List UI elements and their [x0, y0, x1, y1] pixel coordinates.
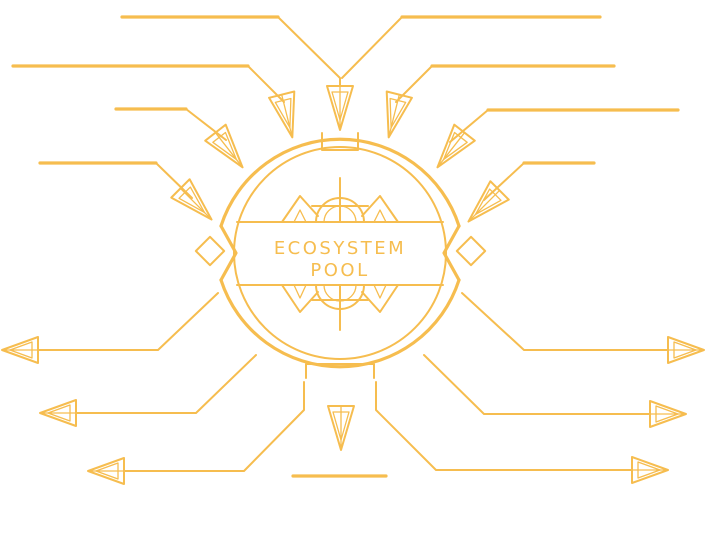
output-arrow-4	[667, 336, 705, 364]
label-underlines	[11, 15, 680, 478]
input-arrow-2	[268, 90, 296, 139]
out-connector-left-1	[37, 292, 219, 351]
title-line-2: POOL	[310, 260, 369, 281]
connector-upper-left	[247, 65, 285, 103]
left-notch	[219, 224, 238, 282]
input-arrow-6	[170, 178, 213, 221]
input-arrow-7	[467, 180, 510, 223]
left-diamond	[194, 235, 226, 267]
connector-top-center-right	[341, 16, 403, 79]
top-ornament	[281, 177, 399, 223]
out-connector-right-3	[375, 381, 633, 471]
outer-ring-top	[219, 137, 461, 228]
connector-mid-right	[449, 109, 489, 143]
right-diamond	[455, 235, 487, 267]
pool-circle: ECOSYSTEM POOL	[194, 132, 487, 379]
output-arrowheads	[1, 336, 705, 485]
connector-upper-right	[395, 65, 433, 103]
outer-ring-bottom	[219, 278, 461, 369]
output-connectors	[37, 292, 669, 472]
bottom-ornament	[281, 284, 399, 331]
out-connector-right-2	[423, 354, 651, 415]
output-arrow-5	[649, 400, 687, 428]
out-connector-left-3	[123, 381, 305, 472]
out-connector-left-2	[75, 354, 257, 414]
connector-lower-right	[483, 162, 525, 201]
connector-top-center	[277, 16, 341, 87]
input-arrow-5	[436, 123, 476, 169]
connector-lower-left	[155, 162, 193, 199]
inner-ring	[233, 146, 447, 360]
bottom-tab	[305, 363, 375, 379]
output-arrow-1	[1, 336, 39, 364]
out-connector-right-1	[461, 292, 669, 351]
title-line-1: ECOSYSTEM	[274, 238, 406, 259]
output-arrow-6	[631, 456, 669, 484]
input-arrow-8	[327, 405, 355, 451]
input-arrow-1	[326, 85, 354, 131]
output-arrow-2	[39, 399, 77, 427]
right-notch	[442, 224, 461, 282]
input-arrow-3	[385, 90, 413, 139]
input-arrowheads	[170, 85, 510, 451]
input-arrow-4	[204, 123, 244, 169]
output-arrow-3	[87, 457, 125, 485]
connector-mid-left	[185, 108, 227, 141]
top-tab	[321, 132, 359, 151]
